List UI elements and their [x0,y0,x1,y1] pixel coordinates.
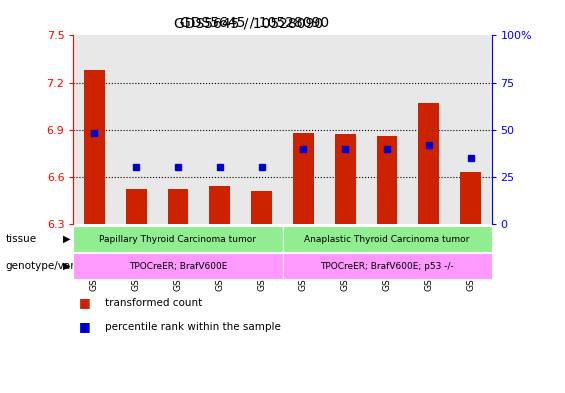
Bar [293,133,314,224]
Bar [115,35,157,224]
Bar [209,186,231,224]
Text: GDS5645 / 10528090: GDS5645 / 10528090 [180,16,329,30]
Text: TPOCreER; BrafV600E; p53 -/-: TPOCreER; BrafV600E; p53 -/- [320,262,454,271]
Text: GDS5645 / 10528090: GDS5645 / 10528090 [174,16,323,30]
Bar [84,70,105,224]
Bar [366,35,408,224]
Bar [377,136,398,224]
Bar [460,172,481,224]
Bar [157,35,199,224]
Bar [450,35,492,224]
Text: tissue: tissue [6,234,37,244]
Text: percentile rank within the sample: percentile rank within the sample [105,321,280,332]
Bar [324,35,366,224]
Bar [125,189,147,224]
Bar [408,35,450,224]
Bar [334,134,356,224]
Text: genotype/variation: genotype/variation [6,261,105,271]
Bar [282,35,324,224]
Bar [241,35,282,224]
Text: Papillary Thyroid Carcinoma tumor: Papillary Thyroid Carcinoma tumor [99,235,257,244]
Bar [73,35,115,224]
Text: ■: ■ [79,320,91,333]
Text: ■: ■ [79,296,91,310]
Text: ▶: ▶ [63,261,71,271]
Text: Anaplastic Thyroid Carcinoma tumor: Anaplastic Thyroid Carcinoma tumor [305,235,470,244]
Text: transformed count: transformed count [105,298,202,308]
Text: ▶: ▶ [63,234,71,244]
Bar [251,191,272,224]
Bar [167,189,189,224]
Text: TPOCreER; BrafV600E: TPOCreER; BrafV600E [129,262,227,271]
Bar [418,103,440,224]
Bar [199,35,241,224]
